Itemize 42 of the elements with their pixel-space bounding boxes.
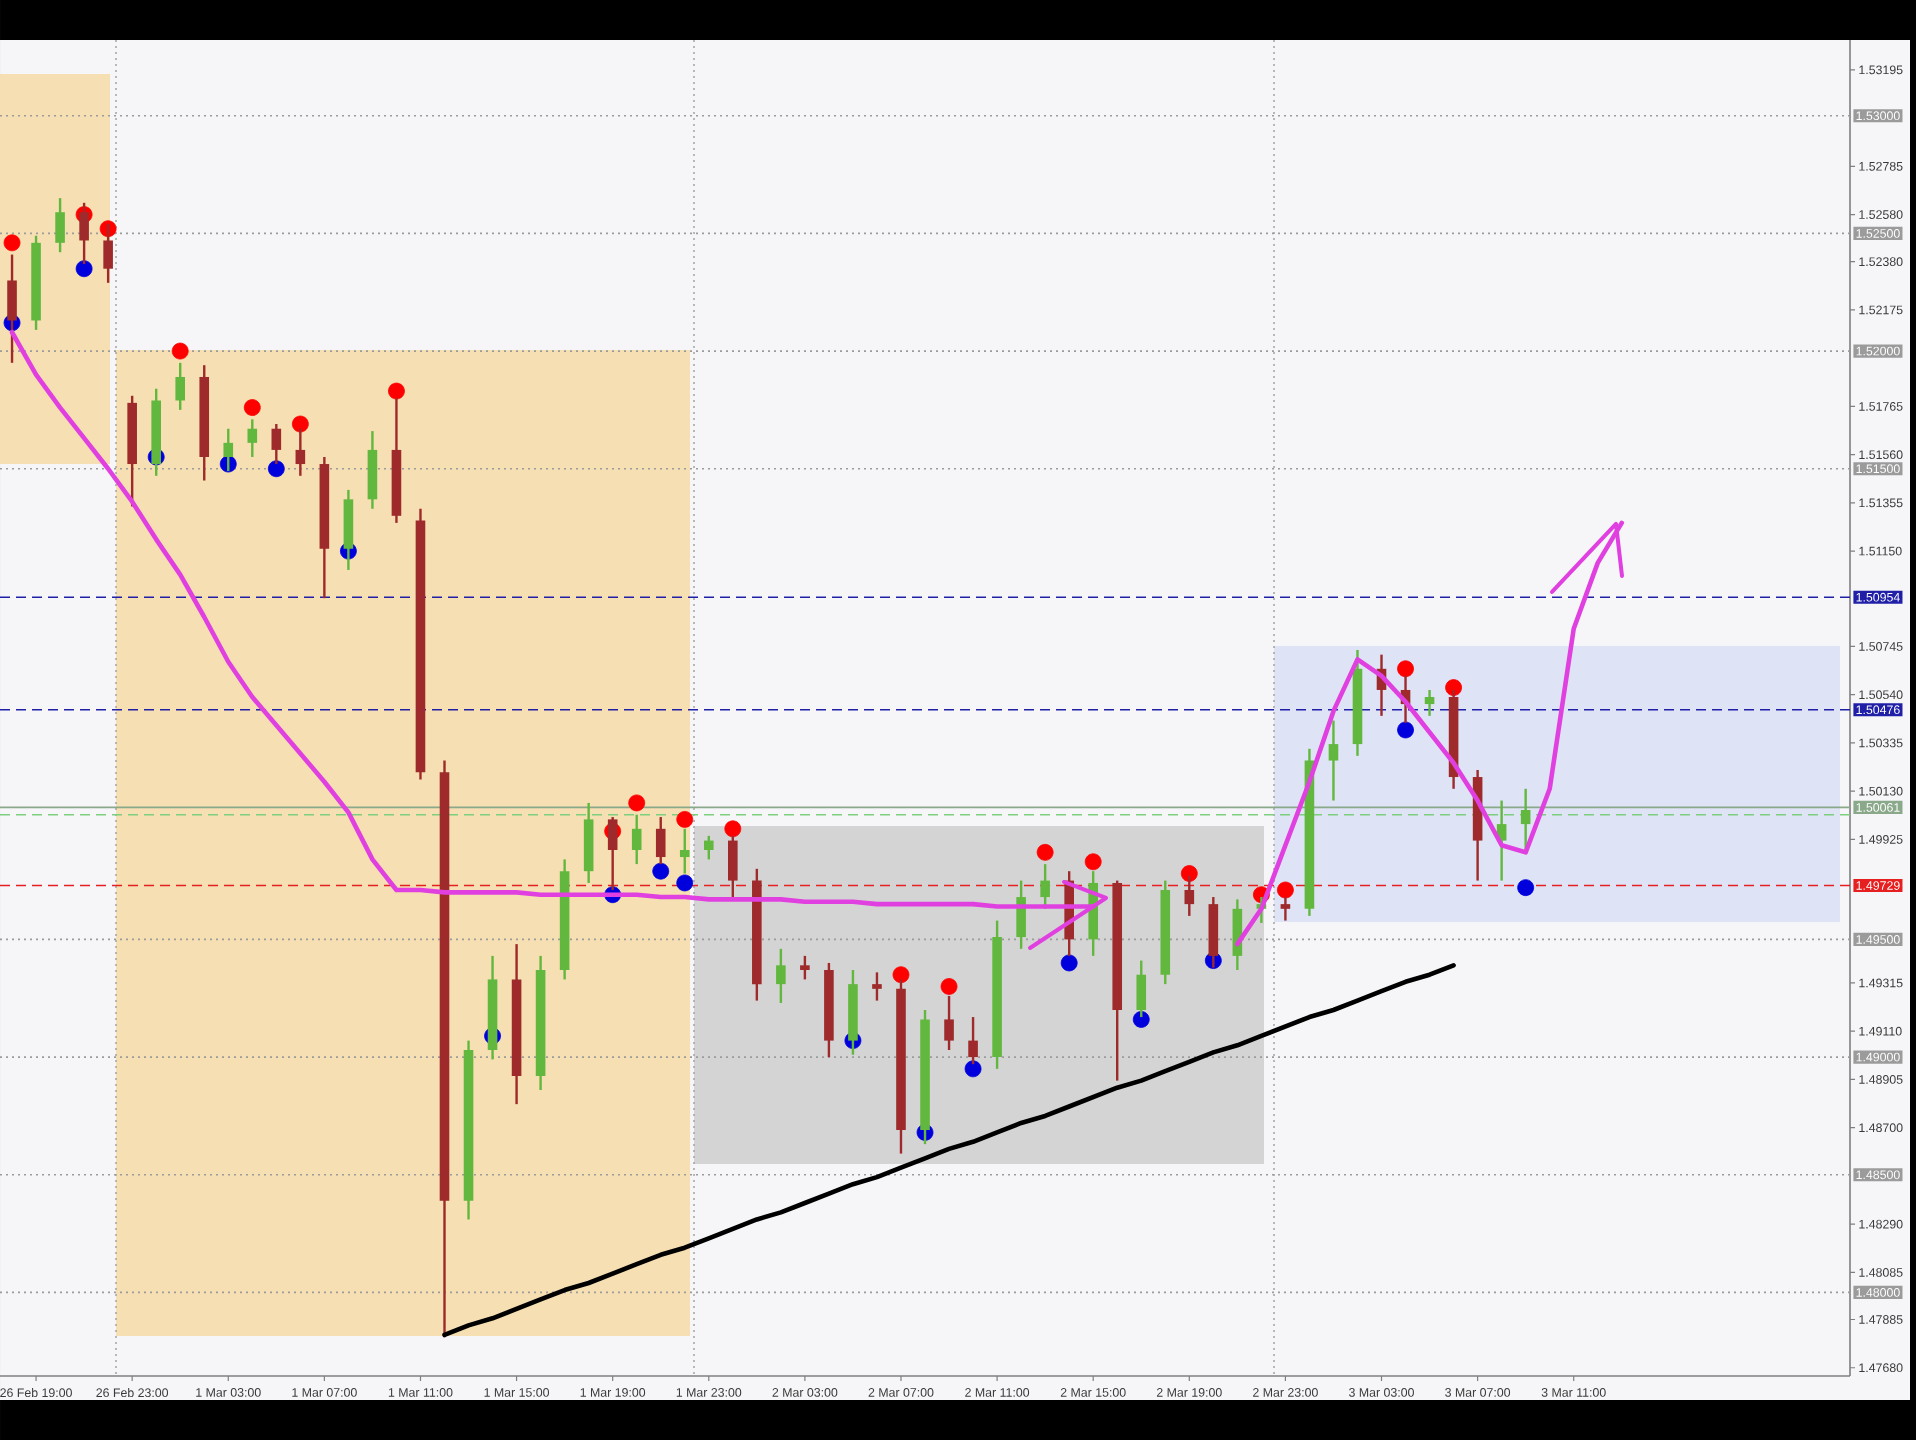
point [1277,881,1294,899]
point [267,460,285,478]
point [940,978,958,995]
point [75,260,93,278]
candlestick [872,971,882,1002]
point [1397,721,1414,739]
point [243,399,261,416]
point [1180,865,1198,882]
point [628,794,646,812]
candlestick [679,827,690,875]
point [652,862,670,880]
candlestick [223,427,234,473]
point [171,342,189,360]
point [964,1060,982,1078]
point [1445,679,1462,696]
candlestick [55,196,65,254]
candlestick [1520,787,1531,852]
candlestick [776,947,786,1005]
candlestick [1328,719,1339,802]
candlestick [1016,879,1026,951]
point [1132,1011,1150,1028]
candlestick [1424,688,1435,718]
point [3,234,21,252]
point [892,966,910,984]
candlestick [800,954,810,981]
point [1060,954,1078,972]
point [1397,660,1414,678]
candlestick [175,361,186,412]
candlestick [728,834,738,899]
point [676,874,694,892]
point [724,820,742,838]
point [388,382,405,400]
candlestick [247,418,258,459]
point [676,810,694,828]
candlestick [968,1015,978,1066]
candlestick [703,834,714,861]
point [1517,879,1535,897]
point [291,415,309,433]
candlestick [944,994,954,1052]
point [1036,843,1054,861]
candlestick [631,813,642,866]
point [1084,853,1102,871]
